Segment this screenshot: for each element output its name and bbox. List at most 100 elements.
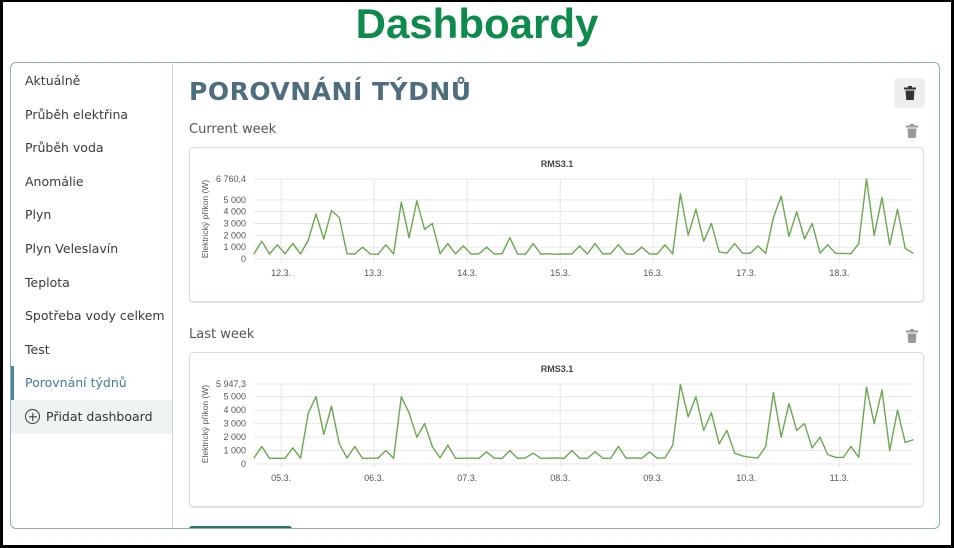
delete-dashboard-button[interactable] [894,78,925,108]
sidebar-item-spotreba-vody[interactable]: Spotřeba vody celkem [25,308,165,324]
data-point [896,208,899,210]
data-point [602,253,604,255]
data-point [803,238,806,240]
sidebar-item-test[interactable]: Test [25,341,50,357]
data-point [524,457,526,459]
data-point [586,253,588,255]
data-point [904,247,906,249]
data-point [865,178,868,180]
data-point [447,243,449,245]
sidebar-item-prubeh-voda[interactable]: Průběh voda [25,140,104,156]
data-point [834,456,837,458]
data-point [307,412,309,414]
data-point [323,238,325,240]
sidebar-item-plyn-veleslavin[interactable]: Plyn Veleslavín [25,240,119,256]
data-point [710,412,713,414]
x-tick-label: 16.3. [643,268,663,278]
x-tick-label: 05.3. [271,473,291,483]
data-point [672,253,674,255]
data-point [765,445,767,448]
sidebar-item-porovnani-tydnu[interactable]: Porovnání týdnů [11,366,172,400]
data-point [726,429,728,431]
data-point [858,456,860,458]
data-point [470,457,472,459]
data-point [819,252,821,254]
data-point [392,253,395,255]
data-point [369,457,371,459]
data-point [408,237,410,239]
data-point [912,252,914,254]
data-point [610,253,612,255]
data-point [602,457,604,459]
data-point [346,253,348,255]
data-point [338,216,340,219]
data-point [400,201,402,203]
trash-icon[interactable] [906,329,918,343]
y-tick-label: 4 000 [223,207,246,217]
data-point [672,444,674,446]
data-point [664,244,666,246]
data-point [447,444,449,446]
data-point [493,457,495,459]
data-point [687,416,689,418]
data-point [540,253,542,255]
data-point [734,243,736,245]
data-point [858,243,860,245]
sidebar-item-anomalie[interactable]: Anomálie [25,173,84,189]
data-point [563,253,565,255]
y-tick-label: 4 000 [223,405,246,415]
data-point [780,195,782,197]
data-point [648,253,650,255]
x-tick-label: 07.3. [457,473,477,483]
data-point [633,253,635,255]
data-point [741,252,744,254]
data-point [276,457,278,459]
data-point [772,216,775,219]
sidebar-item-plyn[interactable]: Plyn [25,207,52,223]
add-dashboard-button[interactable]: Přidat dashboard [11,399,172,434]
data-point [741,455,744,457]
data-point [896,409,899,411]
sidebar-item-aktualne[interactable]: Aktuálně [25,73,81,88]
data-point [439,253,441,255]
data-point [757,457,759,459]
data-point [648,451,650,453]
data-point [555,253,557,255]
data-point [284,457,286,459]
data-point [338,443,340,445]
y-max-label: 5 947,3 [216,379,246,389]
x-tick-label: 10.3. [736,473,756,483]
data-point [586,457,588,459]
y-tick-label: 2 000 [223,230,246,240]
data-point [462,457,464,459]
trash-icon [903,86,916,100]
data-point [555,457,557,459]
data-point [385,449,387,452]
data-point [796,429,798,431]
data-point [354,253,356,255]
data-point [579,457,581,459]
data-point [261,240,263,242]
data-point [703,240,705,242]
data-point [509,449,511,452]
data-point [315,396,317,398]
bottom-button[interactable] [189,526,292,528]
data-point [361,457,364,459]
data-point [734,452,736,454]
sidebar-item-teplota[interactable]: Teplota [25,274,70,290]
data-point [834,252,837,254]
sidebar-item-prubeh-elektrina[interactable]: Průběh elektřina [25,106,129,122]
page-title: POROVNÁNÍ TÝDNŮ [189,77,472,106]
y-axis-label: Elektrický příkon (W) [200,180,210,259]
data-point [323,433,325,436]
trash-icon[interactable] [906,124,918,138]
data-point [369,253,371,255]
data-point [749,456,751,458]
data-point [695,208,697,210]
series-line-rms3-1 [253,383,914,460]
data-point [788,235,790,238]
data-point [617,244,619,246]
data-point [292,243,294,245]
data-point [757,245,759,247]
data-point [377,253,379,255]
